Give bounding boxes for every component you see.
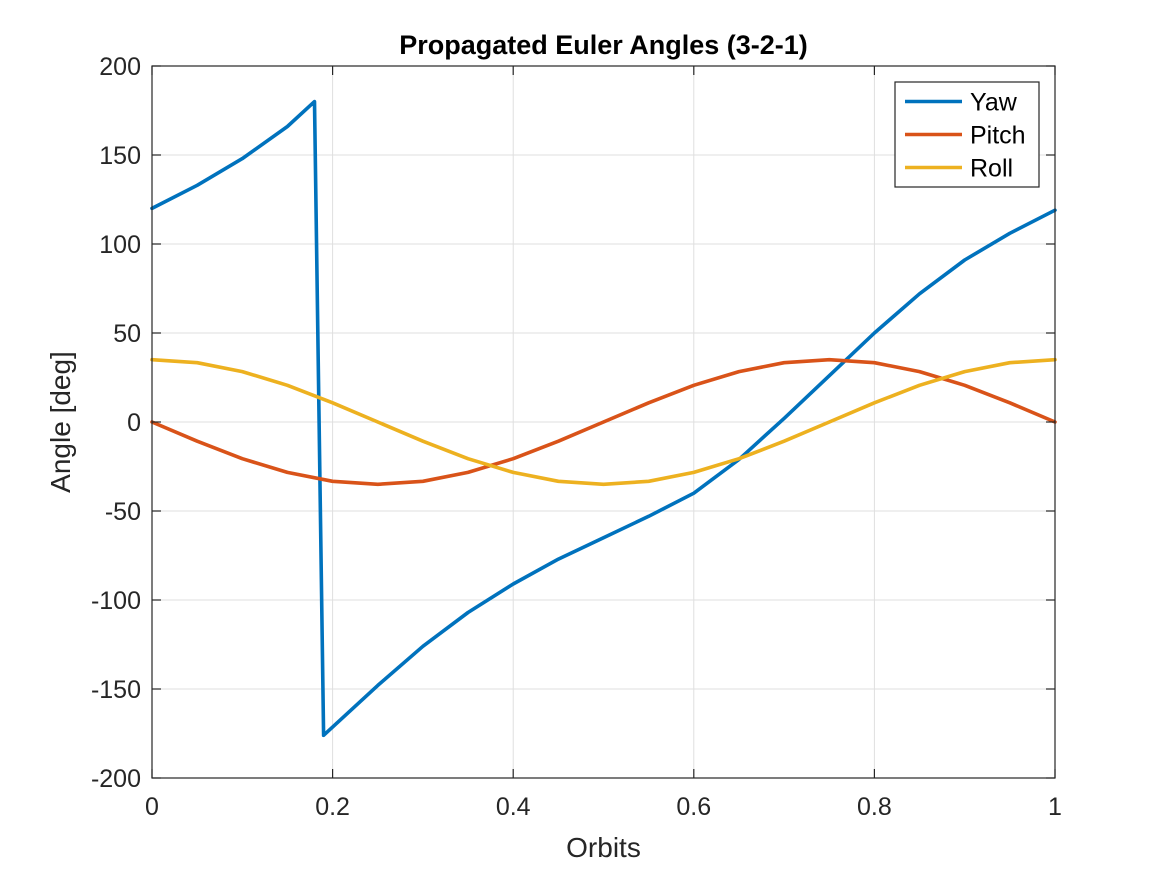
- x-tick-label: 0.6: [676, 793, 711, 821]
- legend: Yaw Pitch Roll: [894, 81, 1040, 188]
- y-tick-label: 100: [99, 231, 141, 259]
- y-tick-label: -50: [105, 498, 141, 526]
- x-tick-label: 0.8: [857, 793, 892, 821]
- x-axis-label: Orbits: [566, 832, 641, 863]
- series-line-yaw: [150, 99, 1057, 738]
- legend-label-yaw: Yaw: [970, 89, 1018, 117]
- y-tick-label: 150: [99, 142, 141, 170]
- y-tick-label: 50: [113, 320, 141, 348]
- y-axis: 200 150 100 50 0 -50 -100 -150 -200: [91, 53, 1055, 793]
- series-layer: [150, 99, 1057, 738]
- legend-label-pitch: Pitch: [970, 122, 1026, 150]
- y-tick-label: 200: [99, 53, 141, 81]
- chart-title: Propagated Euler Angles (3-2-1): [399, 30, 808, 60]
- y-tick-label: -150: [91, 676, 141, 704]
- series-line-pitch: [150, 357, 1057, 487]
- x-tick-label: 0: [145, 793, 159, 821]
- y-tick-label: -200: [91, 765, 141, 793]
- y-tick-label: -100: [91, 587, 141, 615]
- y-axis-label: Angle [deg]: [45, 351, 76, 493]
- series-line-roll: [150, 357, 1057, 487]
- x-tick-label: 0.2: [315, 793, 350, 821]
- x-tick-label: 1: [1048, 793, 1062, 821]
- x-axis: 0 0.2 0.4 0.6 0.8 1: [145, 66, 1062, 821]
- x-tick-label: 0.4: [496, 793, 531, 821]
- y-tick-label: 0: [127, 409, 141, 437]
- legend-label-roll: Roll: [970, 155, 1013, 183]
